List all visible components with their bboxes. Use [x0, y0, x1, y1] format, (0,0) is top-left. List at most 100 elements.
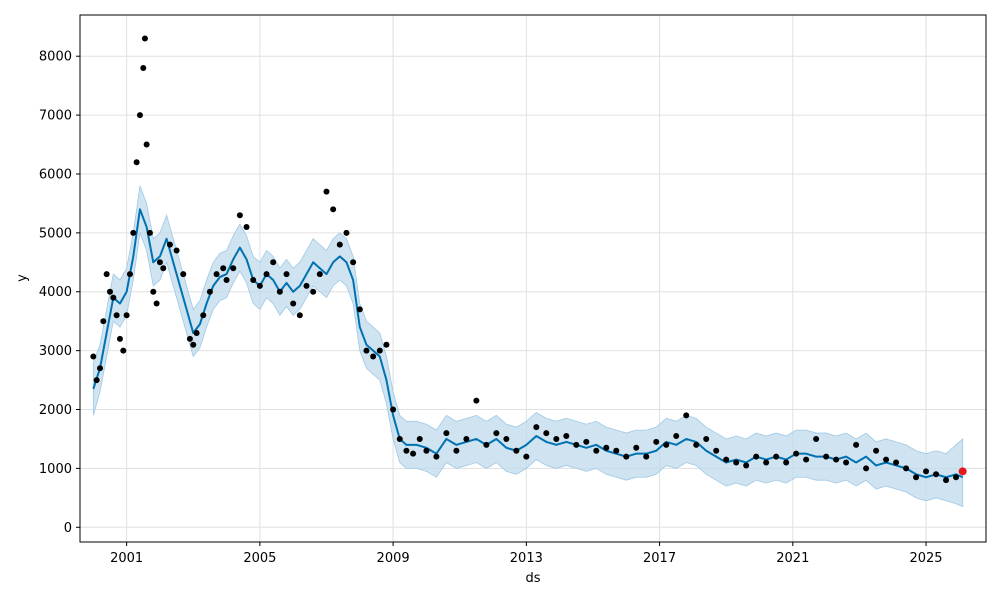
data-point: [146, 229, 153, 236]
data-point: [453, 447, 460, 454]
data-point: [773, 453, 780, 460]
x-tick-label: 2013: [510, 551, 543, 566]
data-point: [473, 397, 480, 404]
data-point: [120, 347, 127, 354]
data-point: [833, 456, 840, 463]
data-point: [953, 474, 960, 481]
data-point: [186, 335, 193, 342]
data-point: [873, 447, 880, 454]
data-point: [633, 444, 640, 451]
data-point: [96, 365, 103, 372]
axes: 2001 2005 2009 2013 2017 2021 2025 0 1000 2000 300…: [39, 50, 943, 566]
data-point: [220, 265, 227, 272]
data-point: [423, 447, 430, 454]
data-point: [126, 271, 133, 278]
data-point: [383, 341, 390, 348]
data-point: [243, 223, 250, 230]
y-tick-label: 0: [64, 521, 72, 536]
data-point: [230, 265, 237, 272]
y-tick-label: 5000: [39, 226, 72, 241]
data-point: [106, 288, 113, 295]
data-point: [753, 453, 760, 460]
data-point: [493, 430, 500, 437]
data-point: [336, 241, 343, 248]
data-point: [933, 471, 940, 478]
data-point: [160, 265, 167, 272]
data-point: [116, 335, 123, 342]
plot-frame: [79, 14, 987, 543]
highlight-layer: [958, 467, 967, 476]
data-point: [693, 441, 700, 448]
x-tick-label: 2005: [243, 551, 276, 566]
observed-points-layer: [90, 35, 966, 484]
data-point: [156, 259, 163, 266]
data-point: [123, 312, 130, 319]
data-point: [416, 435, 423, 442]
data-point: [913, 474, 920, 481]
data-point: [583, 438, 590, 445]
data-point: [290, 300, 297, 307]
data-point: [893, 459, 900, 466]
data-point: [653, 438, 660, 445]
x-tick-label: 2009: [377, 551, 410, 566]
data-point: [133, 159, 140, 166]
data-point: [110, 294, 117, 301]
data-point: [553, 435, 560, 442]
x-tick-label: 2017: [643, 551, 676, 566]
data-point: [943, 477, 950, 484]
y-tick-label: 3000: [39, 344, 72, 359]
data-point: [223, 276, 230, 283]
y-tick-label: 4000: [39, 285, 72, 300]
data-point: [743, 462, 750, 469]
data-point: [643, 453, 650, 460]
x-tick-label: 2001: [110, 551, 143, 566]
y-tick-label: 8000: [39, 50, 72, 65]
data-point: [141, 35, 148, 42]
data-point: [703, 435, 710, 442]
data-point: [90, 353, 97, 360]
y-tick-label: 6000: [39, 167, 72, 182]
data-point: [206, 288, 213, 295]
data-point: [150, 288, 157, 295]
data-point: [663, 441, 670, 448]
data-point: [213, 271, 220, 278]
data-point: [533, 424, 540, 431]
y-tick-label: 7000: [39, 109, 72, 124]
data-point: [136, 112, 143, 119]
data-point: [843, 459, 850, 466]
data-point: [853, 441, 860, 448]
data-point: [263, 271, 270, 278]
data-point: [803, 456, 810, 463]
data-point: [433, 453, 440, 460]
data-point: [593, 447, 600, 454]
data-point: [100, 318, 107, 325]
data-point: [370, 353, 377, 360]
data-point: [733, 459, 740, 466]
data-point: [323, 188, 330, 195]
data-point: [256, 282, 263, 289]
highlight-point: [958, 467, 967, 476]
data-point: [330, 206, 337, 213]
data-point: [140, 64, 147, 71]
data-point: [316, 271, 323, 278]
data-point: [276, 288, 283, 295]
x-tick-label: 2025: [909, 551, 942, 566]
data-point: [130, 229, 137, 236]
data-point: [923, 468, 930, 475]
data-point: [483, 441, 490, 448]
data-point: [143, 141, 150, 148]
data-point: [356, 306, 363, 313]
data-point: [396, 435, 403, 442]
data-point: [513, 447, 520, 454]
x-tick-label: 2021: [776, 551, 809, 566]
data-point: [793, 450, 800, 457]
data-point: [403, 447, 410, 454]
data-point: [523, 453, 530, 460]
data-point: [783, 459, 790, 466]
data-point: [190, 341, 197, 348]
x-axis-label: ds: [525, 571, 540, 586]
data-point: [236, 212, 243, 219]
grid: [80, 15, 986, 542]
